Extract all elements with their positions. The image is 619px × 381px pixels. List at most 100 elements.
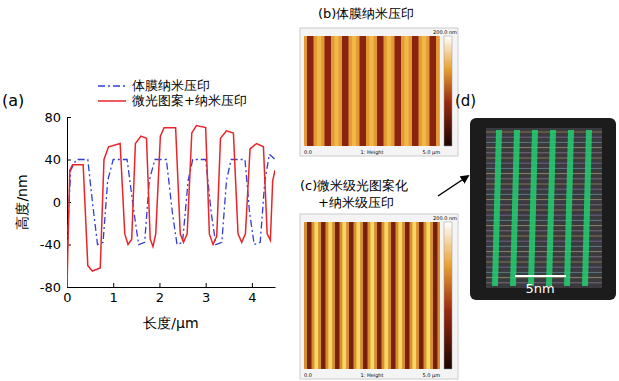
legend-swatch bbox=[98, 100, 126, 102]
x-tick-mark bbox=[206, 283, 207, 287]
panel-label: (b)体膜纳米压印 bbox=[318, 6, 414, 21]
afm-background bbox=[304, 222, 440, 369]
y-tick-label: -40 bbox=[40, 237, 61, 252]
grating-line bbox=[486, 163, 602, 164]
legend-swatch bbox=[98, 85, 126, 87]
grating-line bbox=[486, 142, 602, 143]
afm-stripe bbox=[325, 36, 332, 146]
afm-ridge bbox=[352, 36, 356, 146]
grating-line bbox=[486, 152, 602, 153]
afm-axis-end: 5.0 μm bbox=[422, 372, 440, 379]
afm-stripe bbox=[321, 222, 326, 369]
afm-stripe bbox=[419, 222, 424, 369]
figure: (a)01234-80-4004080长度/μm高度/nm体膜纳米压印微光图案+… bbox=[0, 0, 619, 381]
afm-stripe bbox=[405, 222, 410, 369]
x-axis-title: 长度/μm bbox=[143, 315, 198, 331]
x-tick-label: 2 bbox=[156, 290, 164, 305]
afm-image-c: 200.0 nm 0.0 1: Height 5.0 μm bbox=[300, 214, 458, 379]
panel-label: (c)微米级光图案化 bbox=[300, 178, 408, 193]
x-axis: 0 1 2 3 4 bbox=[63, 283, 275, 305]
afm-channel: 1: Height bbox=[361, 149, 384, 156]
x-tick: 2 bbox=[156, 283, 164, 305]
x-tick: 4 bbox=[248, 283, 256, 305]
grating-line bbox=[486, 132, 602, 133]
y-tick-mark bbox=[67, 287, 71, 288]
y-tick: -40 bbox=[40, 237, 71, 252]
afm-background bbox=[304, 36, 440, 146]
afm-stripe bbox=[433, 222, 438, 369]
afm-ridge bbox=[422, 36, 426, 146]
green-band bbox=[546, 130, 556, 286]
y-axis: -80-4004080 bbox=[40, 110, 71, 295]
y-tick: 80 bbox=[44, 110, 71, 125]
afm-stripe bbox=[349, 222, 354, 369]
x-tick-mark bbox=[113, 283, 114, 287]
green-band bbox=[528, 130, 538, 286]
afm-ridge bbox=[356, 222, 360, 369]
legend: 体膜纳米压印微光图案+纳米压印 bbox=[98, 78, 247, 108]
afm-stripe bbox=[430, 36, 437, 146]
grating-line bbox=[486, 184, 602, 185]
legend-label: 体膜纳米压印 bbox=[132, 78, 210, 93]
color-bar bbox=[444, 222, 452, 369]
green-band bbox=[510, 130, 520, 286]
x-tick-mark bbox=[252, 283, 253, 287]
y-tick-mark bbox=[67, 160, 71, 161]
afm-stripe bbox=[377, 222, 382, 369]
afm-stripe bbox=[395, 36, 402, 146]
x-tick-label: 0 bbox=[63, 290, 71, 305]
afm-ridge bbox=[439, 36, 440, 146]
photo-background bbox=[470, 118, 616, 300]
afm-ridge bbox=[398, 222, 402, 369]
afm-stripe bbox=[307, 36, 314, 146]
afm-ridge bbox=[412, 222, 416, 369]
afm-ridge bbox=[384, 222, 388, 369]
afm-ridge bbox=[314, 222, 318, 369]
y-axis-title: 高度/nm bbox=[14, 174, 30, 229]
afm-ridge bbox=[426, 222, 430, 369]
afm-ridge bbox=[404, 36, 408, 146]
figure-svg: (a)01234-80-4004080长度/μm高度/nm体膜纳米压印微光图案+… bbox=[0, 0, 619, 381]
afm-stripe bbox=[363, 222, 368, 369]
green-band bbox=[582, 130, 592, 286]
afm-image-b: 200.0 nm0.01: Height5.0 μm bbox=[300, 28, 458, 156]
green-band bbox=[492, 130, 502, 286]
afm-stripe bbox=[377, 36, 384, 146]
afm-ridge bbox=[342, 222, 346, 369]
afm-ridge bbox=[370, 222, 374, 369]
photo: 5nm bbox=[470, 118, 616, 300]
afm-stripe bbox=[335, 222, 340, 369]
x-tick: 3 bbox=[202, 283, 210, 305]
color-bar-max: 200.0 nm bbox=[433, 29, 457, 35]
afm-ridge bbox=[328, 222, 332, 369]
legend-label: 微光图案+纳米压印 bbox=[132, 93, 247, 108]
grating-line bbox=[486, 147, 602, 148]
color-bar-max: 200.0 nm bbox=[433, 215, 457, 221]
panel-label: (a) bbox=[2, 91, 24, 110]
arrow bbox=[438, 176, 468, 196]
x-tick-label: 4 bbox=[248, 290, 256, 305]
afm-axis-start: 0.0 bbox=[304, 149, 312, 155]
color-bar bbox=[444, 36, 452, 146]
afm-ridge bbox=[387, 36, 391, 146]
grating-line bbox=[486, 178, 602, 179]
afm-ridge bbox=[317, 36, 321, 146]
afm-stripe bbox=[360, 36, 367, 146]
panel-label: (d) bbox=[455, 92, 476, 110]
y-tick-mark bbox=[67, 117, 71, 118]
x-tick-label: 3 bbox=[202, 290, 210, 305]
grating-line bbox=[486, 168, 602, 169]
x-tick-label: 1 bbox=[110, 290, 118, 305]
afm-channel: 1: Height bbox=[361, 372, 384, 379]
y-tick: 40 bbox=[44, 152, 71, 167]
afm-axis-start: 0.0 bbox=[304, 372, 312, 378]
afm-stripe bbox=[307, 222, 312, 369]
sample bbox=[486, 128, 602, 288]
x-tick-mark bbox=[159, 283, 160, 287]
afm-stripe bbox=[412, 36, 419, 146]
series-line bbox=[67, 126, 275, 288]
afm-stripe bbox=[342, 36, 349, 146]
scale-bar-label: 5nm bbox=[525, 281, 554, 296]
afm-frame bbox=[300, 214, 458, 379]
plot-lines bbox=[67, 126, 275, 288]
